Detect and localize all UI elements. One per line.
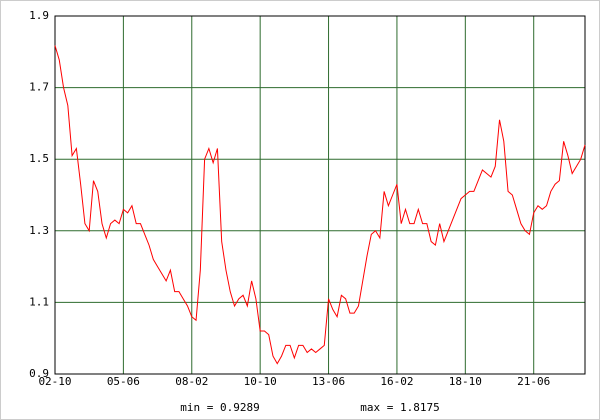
plot-border	[54, 15, 586, 375]
x-tick-label: 16-02	[380, 375, 413, 388]
y-tick-label: 1.3	[29, 224, 49, 237]
y-tick-label: 1.7	[29, 81, 49, 94]
x-tick-label: 08-02	[175, 375, 208, 388]
data-line	[54, 45, 586, 365]
plot-area	[55, 16, 585, 374]
x-tick-label: 21-06	[517, 375, 550, 388]
y-tick-label: 0.9	[29, 367, 49, 380]
min-annotation: min = 0.9289	[180, 401, 259, 414]
x-tick-label: 02-10	[38, 375, 71, 388]
y-tick-label: 1.9	[29, 9, 49, 22]
x-tick-label: 13-06	[312, 375, 345, 388]
x-tick-label: 10-10	[244, 375, 277, 388]
x-tick-label: 05-06	[107, 375, 140, 388]
y-tick-label: 1.5	[29, 152, 49, 165]
max-annotation: max = 1.8175	[360, 401, 439, 414]
y-tick-label: 1.1	[29, 295, 49, 308]
x-tick-label: 18-10	[449, 375, 482, 388]
